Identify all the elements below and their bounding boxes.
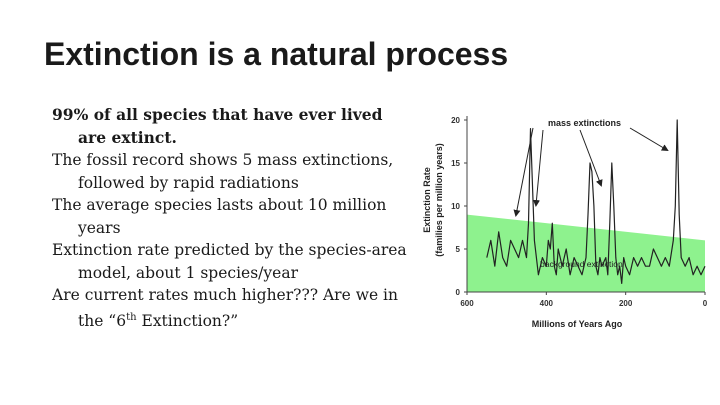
bullet-fossil-record: The fossil record shows 5 mass extinctio… [52,149,412,194]
chart-svg: Extinction Rate (families per million ye… [422,116,708,329]
annotation-mass-extinctions: mass extinctions [548,118,621,128]
x-tick-label: 200 [619,299,633,308]
slide-title: Extinction is a natural process [44,36,509,72]
y-tick-label: 20 [451,116,460,125]
bullet-sixth-extinction: Are current rates much higher??? Are we … [52,284,412,332]
y-axis-label-line2: (families per million years) [434,143,444,257]
extinction-rate-chart: Extinction Rate (families per million ye… [415,100,720,335]
x-tick-label: 0 [703,299,708,308]
bullet-species-extinct: 99% of all species that have ever lived … [52,104,412,149]
annotation-background-extinction: background extinction [540,259,623,269]
mass-extinction-arrow [629,127,669,152]
bullet-text: The average species lasts about 10 milli… [52,196,387,237]
x-tick-label: 400 [540,299,554,308]
mass-extinction-arrow [579,129,603,187]
y-tick-label: 0 [456,288,461,297]
x-axis-label: Millions of Years Ago [532,319,623,329]
bullet-extinction-rate: Extinction rate predicted by the species… [52,239,412,284]
bullet-list: 99% of all species that have ever lived … [52,104,412,332]
bullet-text: Extinction rate predicted by the species… [52,241,407,282]
bullet-text: 99% of all species that have ever lived … [52,105,383,147]
bullet-text-pre: Are current rates much higher??? Are we … [52,286,398,330]
bullet-species-lifespan: The average species lasts about 10 milli… [52,194,412,239]
y-tick-label: 15 [451,159,460,168]
mass-extinction-arrow [513,127,534,217]
bullet-text: The fossil record shows 5 mass extinctio… [52,151,394,192]
y-axis-label-line1: Extinction Rate [422,167,432,233]
bullet-superscript: th [126,311,137,323]
y-tick-label: 10 [451,202,460,211]
mass-extinction-arrow [532,129,544,207]
bullet-text-post: Extinction?” [136,311,239,330]
y-tick-label: 5 [456,245,461,254]
x-tick-label: 600 [460,299,474,308]
